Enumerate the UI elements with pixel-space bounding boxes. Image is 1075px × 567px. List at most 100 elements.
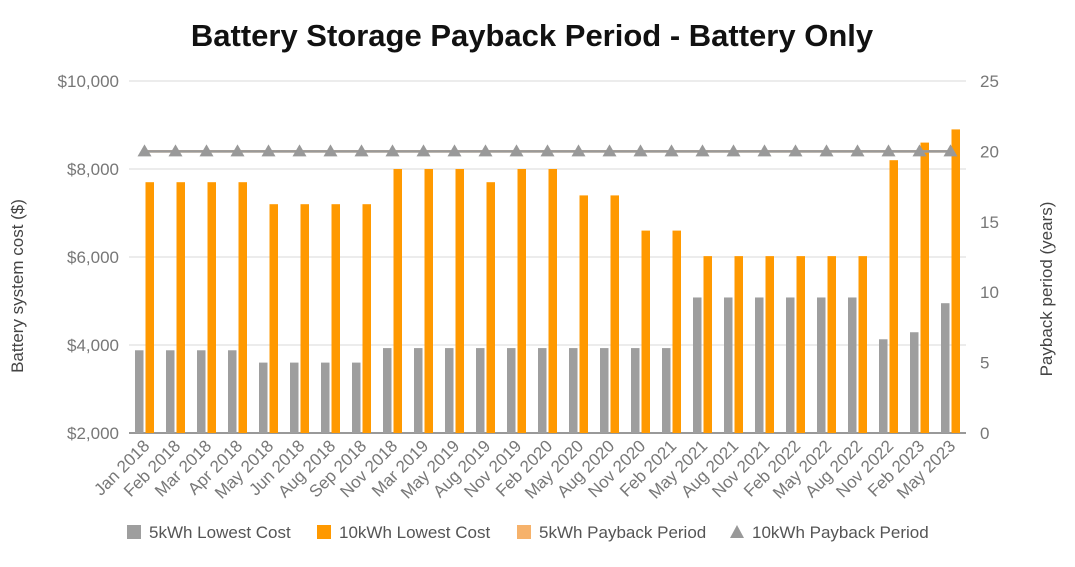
bar-5kwh: [941, 303, 950, 433]
bar-10kwh: [889, 160, 898, 433]
bar-5kwh: [693, 297, 702, 433]
y-tick-label-left: $6,000: [67, 248, 119, 267]
bar-5kwh: [135, 350, 144, 433]
bar-10kwh: [734, 256, 743, 433]
bar-5kwh: [848, 297, 857, 433]
bar-5kwh: [445, 348, 454, 433]
bar-10kwh: [610, 195, 619, 433]
bar-5kwh: [569, 348, 578, 433]
marker-10kwh-payback: [850, 144, 865, 157]
bar-5kwh: [786, 297, 795, 433]
bar-5kwh: [631, 348, 640, 433]
marker-10kwh-payback: [385, 144, 400, 157]
bar-10kwh: [920, 142, 929, 433]
bar-10kwh: [517, 169, 526, 433]
bar-10kwh: [145, 182, 154, 433]
bar-5kwh: [879, 339, 888, 433]
marker-10kwh-payback: [912, 144, 927, 157]
bar-5kwh: [600, 348, 609, 433]
bar-10kwh: [455, 169, 464, 433]
bar-5kwh: [755, 297, 764, 433]
marker-10kwh-payback: [199, 144, 214, 157]
bar-10kwh: [176, 182, 185, 433]
bar-10kwh: [269, 204, 278, 433]
bar-5kwh: [538, 348, 547, 433]
y-tick-label-right: 15: [980, 213, 999, 232]
marker-10kwh-payback: [447, 144, 462, 157]
legend-label: 5kWh Payback Period: [539, 523, 706, 542]
marker-10kwh-payback: [695, 144, 710, 157]
bar-5kwh: [910, 332, 919, 433]
marker-10kwh-payback: [726, 144, 741, 157]
bar-10kwh: [393, 169, 402, 433]
bar-5kwh: [321, 362, 330, 433]
legend: 5kWh Lowest Cost 10kWh Lowest Cost 5kWh Pa…: [127, 523, 929, 542]
bar-10kwh: [951, 129, 960, 433]
legend-label: 5kWh Lowest Cost: [149, 523, 291, 542]
bar-5kwh: [197, 350, 206, 433]
marker-10kwh-payback: [571, 144, 586, 157]
bar-5kwh: [476, 348, 485, 433]
y-tick-label-left: $8,000: [67, 160, 119, 179]
bar-10kwh: [858, 256, 867, 433]
bar-10kwh: [579, 195, 588, 433]
marker-10kwh-payback: [881, 144, 896, 157]
bar-10kwh: [424, 169, 433, 433]
legend-label: 10kWh Lowest Cost: [339, 523, 490, 542]
y-tick-label-right: 5: [980, 354, 989, 373]
marker-10kwh-payback: [664, 144, 679, 157]
gridlines: [129, 80, 966, 434]
legend-swatch: [317, 525, 331, 539]
marker-10kwh-payback: [323, 144, 338, 157]
bar-10kwh: [207, 182, 216, 433]
marker-10kwh-payback: [354, 144, 369, 157]
y-axis-label-right: Payback period (years): [1037, 202, 1056, 377]
y-tick-label-right: 0: [980, 424, 989, 443]
bar-10kwh: [548, 169, 557, 433]
y-tick-label-right: 25: [980, 72, 999, 91]
legend-swatch-triangle: [730, 525, 744, 538]
y-tick-label-right: 20: [980, 142, 999, 161]
bar-10kwh: [300, 204, 309, 433]
marker-10kwh-payback: [478, 144, 493, 157]
bar-5kwh: [662, 348, 671, 433]
bar-10kwh: [765, 256, 774, 433]
marker-10kwh-payback: [261, 144, 276, 157]
bar-10kwh: [331, 204, 340, 433]
marker-10kwh-payback: [292, 144, 307, 157]
marker-10kwh-payback: [540, 144, 555, 157]
y-tick-label-left: $10,000: [58, 72, 119, 91]
bar-5kwh: [383, 348, 392, 433]
marker-10kwh-payback: [168, 144, 183, 157]
bar-5kwh: [228, 350, 237, 433]
y-axis-left: $2,000 $4,000 $6,000 $8,000 $10,000: [58, 72, 119, 443]
marker-10kwh-payback: [230, 144, 245, 157]
marker-10kwh-payback: [602, 144, 617, 157]
bar-5kwh: [166, 350, 175, 433]
legend-swatch: [127, 525, 141, 539]
y-axis-label-left: Battery system cost ($): [8, 199, 27, 373]
bar-5kwh: [507, 348, 516, 433]
legend-label: 10kWh Payback Period: [752, 523, 929, 542]
marker-10kwh-payback: [788, 144, 803, 157]
bar-10kwh: [827, 256, 836, 433]
y-tick-label-right: 10: [980, 283, 999, 302]
bar-10kwh: [703, 256, 712, 433]
bar-5kwh: [817, 297, 826, 433]
y-tick-label-left: $2,000: [67, 424, 119, 443]
bars: [135, 129, 960, 433]
marker-10kwh-payback: [819, 144, 834, 157]
y-tick-label-left: $4,000: [67, 336, 119, 355]
bar-5kwh: [414, 348, 423, 433]
bar-10kwh: [238, 182, 247, 433]
marker-10kwh-payback: [757, 144, 772, 157]
bar-5kwh: [290, 362, 299, 433]
bar-10kwh: [796, 256, 805, 433]
chart-title: Battery Storage Payback Period - Battery…: [191, 18, 874, 53]
bar-10kwh: [672, 230, 681, 433]
bar-10kwh: [486, 182, 495, 433]
legend-swatch: [517, 525, 531, 539]
bar-5kwh: [259, 362, 268, 433]
